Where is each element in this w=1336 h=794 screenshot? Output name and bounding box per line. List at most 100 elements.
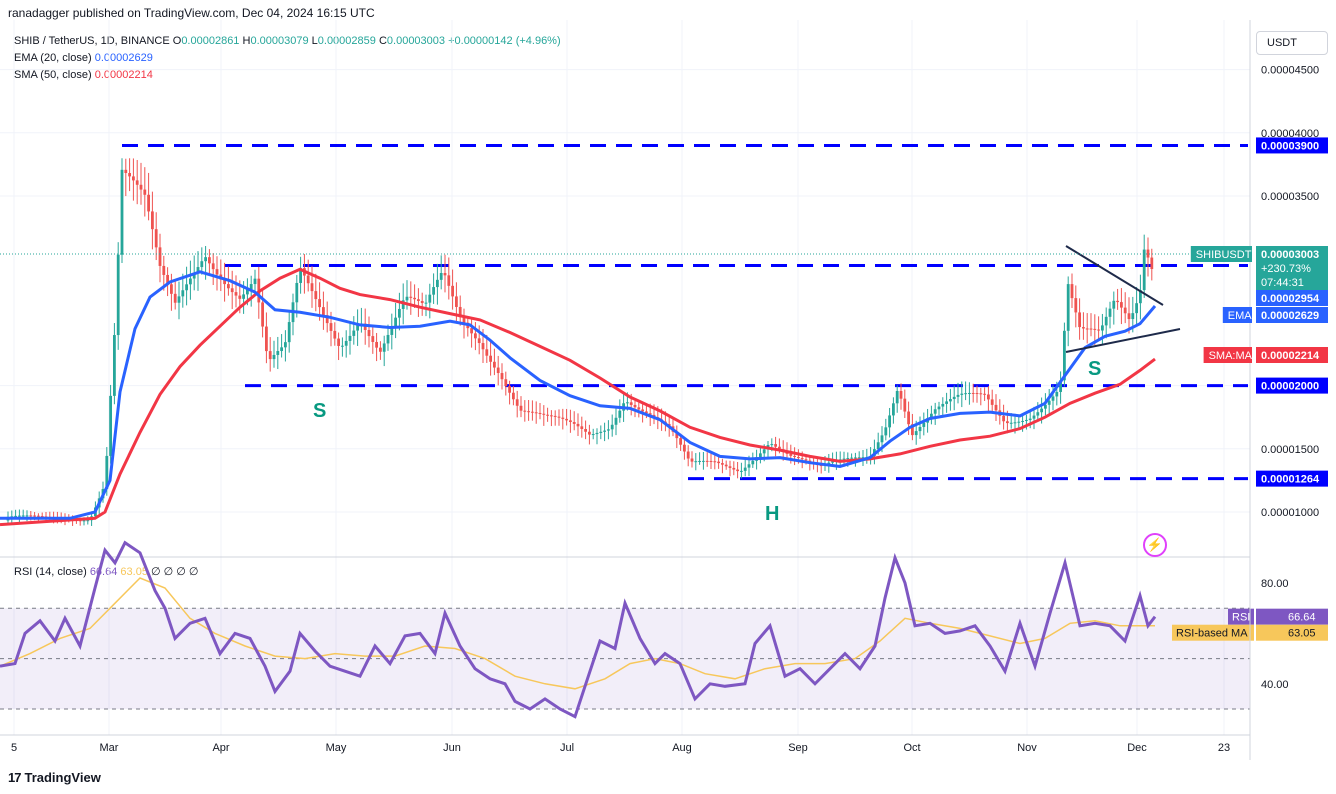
candle-body	[679, 438, 682, 445]
triangle-upper-trendline	[1065, 245, 1164, 306]
high-label: H	[242, 35, 251, 47]
candle-body	[432, 287, 435, 295]
level-price-tag	[1256, 377, 1328, 394]
rsi-legend: RSI (14, close) 66.64 63.05 ∅ ∅ ∅ ∅	[14, 565, 199, 578]
horizontal-levels	[122, 143, 1248, 481]
candle-body	[778, 446, 781, 450]
candle-body	[29, 515, 33, 517]
candle-body	[561, 417, 565, 419]
candle-body	[983, 393, 986, 395]
price-tag-change: +230.73%	[1261, 263, 1311, 275]
candle-body	[196, 267, 200, 273]
candle-body	[641, 409, 644, 412]
candle-body	[443, 272, 447, 276]
candle-body	[314, 291, 318, 300]
sma-label[interactable]: SMA (50, close)	[14, 69, 92, 81]
candle-body	[1108, 308, 1112, 317]
candle-body	[185, 284, 188, 291]
candle-body	[523, 410, 527, 412]
time-tick-label: Apr	[212, 742, 229, 754]
candle-body	[170, 284, 173, 294]
rsi-line	[0, 540, 1157, 719]
price-tag-countdown: 07:44:31	[1261, 277, 1304, 289]
candle-body	[25, 515, 29, 517]
candle-body	[854, 457, 857, 459]
candle-body	[550, 415, 553, 417]
candle-body	[914, 431, 918, 436]
currency-selector[interactable]: USDT	[1256, 31, 1328, 55]
candle-body	[154, 229, 158, 248]
candle-body	[804, 459, 808, 461]
price-tag-box	[1256, 246, 1328, 291]
candle-body	[565, 418, 568, 421]
candle-body	[386, 334, 390, 344]
candle-body	[797, 456, 800, 459]
tradingview-footer[interactable]: 17 TradingView	[8, 770, 101, 785]
price-tag-box	[1256, 290, 1328, 306]
time-tick-label: Sep	[788, 742, 808, 754]
rsi-axis[interactable]: 80.00 40.00 66.64 RSI 63.05 RSI-based MA	[1172, 578, 1328, 691]
price-tag-box	[1256, 307, 1328, 323]
candle-body	[322, 307, 325, 316]
candle-body	[648, 413, 652, 415]
rsi-label[interactable]: RSI (14, close)	[14, 566, 87, 578]
price-tick-label: 0.00004000	[1261, 128, 1319, 140]
candle-body	[120, 169, 124, 255]
candle-body	[227, 284, 230, 289]
level-price-tag	[1256, 470, 1328, 487]
candle-body	[740, 470, 743, 472]
level-price-label: 0.00001264	[1261, 474, 1320, 486]
candle-body	[1120, 302, 1123, 308]
price-axis[interactable]: 0.00001000 0.00001500 0.00002000 0.00003500…	[1256, 65, 1328, 519]
candle-body	[147, 194, 150, 212]
candle-body	[151, 211, 154, 230]
sma-line	[0, 267, 1156, 527]
candle-body	[1013, 422, 1017, 424]
candle-body	[337, 338, 340, 346]
level-price-tag	[1256, 137, 1328, 154]
candle-body	[956, 394, 960, 397]
candle-body	[1036, 412, 1040, 416]
candle-body	[261, 302, 264, 327]
price-tick-label: 0.00001500	[1261, 444, 1319, 456]
candle-body	[705, 460, 709, 462]
candle-body	[770, 444, 774, 446]
candle-body	[253, 278, 257, 285]
rsi-tick-label: 80.00	[1261, 578, 1289, 590]
candle-body	[629, 402, 633, 405]
candle-body	[724, 464, 728, 467]
candle-body	[1006, 421, 1009, 424]
candle-body	[105, 455, 109, 490]
candle-body	[249, 284, 253, 290]
rsi-tick-label: 40.00	[1261, 679, 1289, 691]
time-tick-label: Jun	[443, 742, 461, 754]
candle-body	[265, 326, 268, 352]
close-value: 0.00003003	[386, 35, 446, 47]
symbol-label[interactable]: SHIB / TetherUS, 1D, BINANCE	[14, 35, 170, 47]
candle-body	[626, 402, 629, 404]
candle-body	[1009, 422, 1013, 424]
candles	[6, 158, 1154, 526]
candle-body	[907, 411, 910, 425]
candle-body	[284, 342, 287, 348]
candle-body	[128, 173, 131, 177]
price-tag-name: SMA:MA	[1209, 350, 1253, 362]
candle-body	[584, 428, 587, 432]
candle-body	[496, 367, 500, 374]
time-axis[interactable]: 5 Mar Apr May Jun Jul Aug Sep Oct Nov Dec 23	[0, 20, 1251, 760]
candle-body	[33, 515, 36, 517]
candle-body	[607, 429, 610, 431]
candle-body	[344, 340, 348, 346]
candle-body	[40, 516, 44, 518]
ema-label[interactable]: EMA (20, close)	[14, 52, 92, 64]
candle-body	[390, 326, 394, 335]
candle-body	[542, 413, 546, 415]
time-tick-label: May	[326, 742, 347, 754]
change-value: +0.00000142 (+4.96%)	[448, 35, 561, 47]
level-price-label: 0.00003900	[1261, 140, 1319, 152]
candle-body	[398, 308, 401, 318]
candle-body	[690, 458, 694, 462]
lightning-icon[interactable]: ⚡	[1143, 533, 1167, 557]
candle-body	[580, 426, 584, 429]
